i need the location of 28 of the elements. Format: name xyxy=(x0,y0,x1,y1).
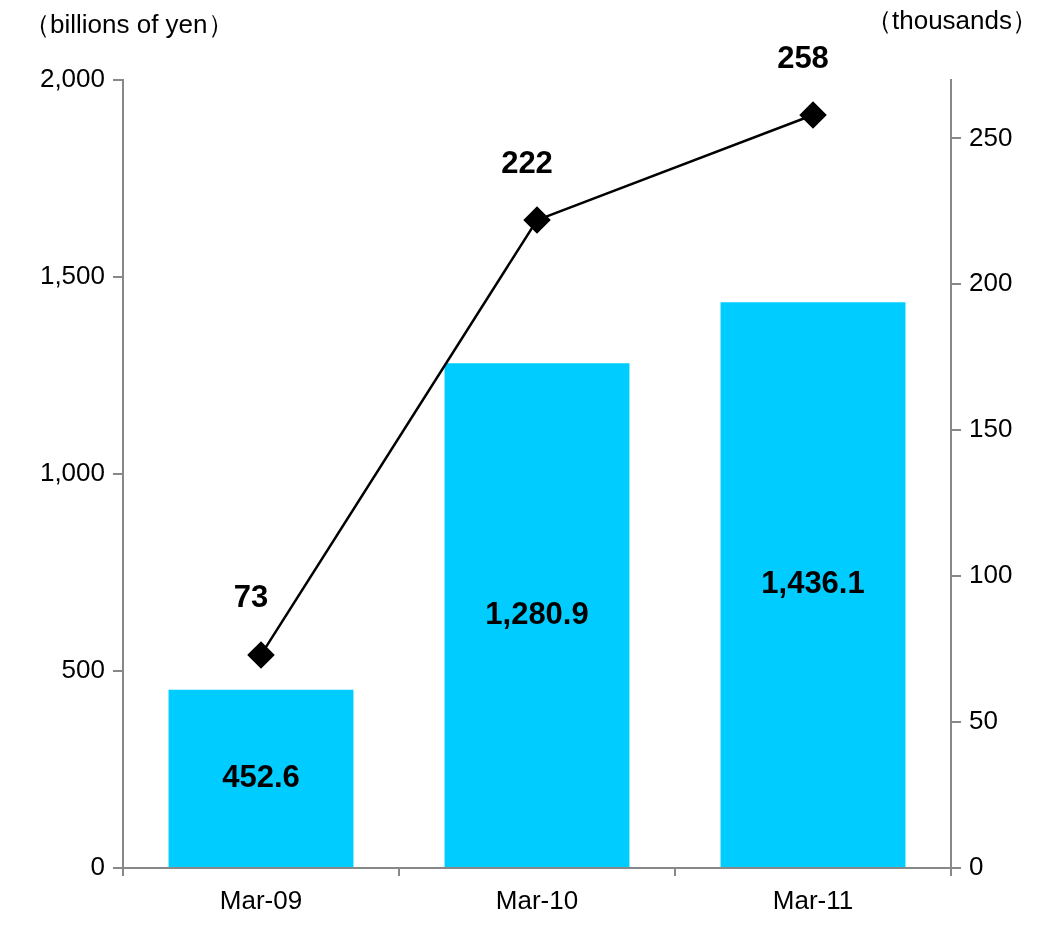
data-label: 73 xyxy=(233,579,269,615)
y-tick-label: 500 xyxy=(61,654,105,685)
bar xyxy=(168,689,354,867)
data-label: 222 xyxy=(501,144,553,180)
y2-tick-label: 0 xyxy=(969,851,984,882)
point xyxy=(799,101,827,129)
x-tick-label: Mar-11 xyxy=(772,884,854,915)
y2-tick-label: 200 xyxy=(969,267,1013,298)
y2-tick-label: 100 xyxy=(969,559,1013,590)
bar xyxy=(444,363,630,867)
point xyxy=(523,206,551,234)
y-tick-label: 1,000 xyxy=(39,457,105,488)
point xyxy=(247,641,275,669)
data-label: 258 xyxy=(777,39,829,75)
y2-axis-title: （thousands） xyxy=(866,5,1038,36)
y-tick-label: 1,500 xyxy=(39,260,105,291)
bar xyxy=(720,302,906,867)
y-tick-label: 2,000 xyxy=(39,63,105,94)
y2-tick-label: 250 xyxy=(969,121,1013,152)
data-label: 452.6 xyxy=(222,758,300,794)
x-tick-label: Mar-09 xyxy=(219,884,303,915)
y-axis-title: （billions of yen） xyxy=(24,9,234,40)
data-label: 1,280.9 xyxy=(485,595,589,631)
y2-tick-label: 150 xyxy=(969,413,1013,444)
data-label: 1,436.1 xyxy=(761,565,865,601)
y-tick-label: 0 xyxy=(90,851,105,882)
x-tick-label: Mar-10 xyxy=(495,884,579,915)
y2-tick-label: 50 xyxy=(969,705,998,736)
